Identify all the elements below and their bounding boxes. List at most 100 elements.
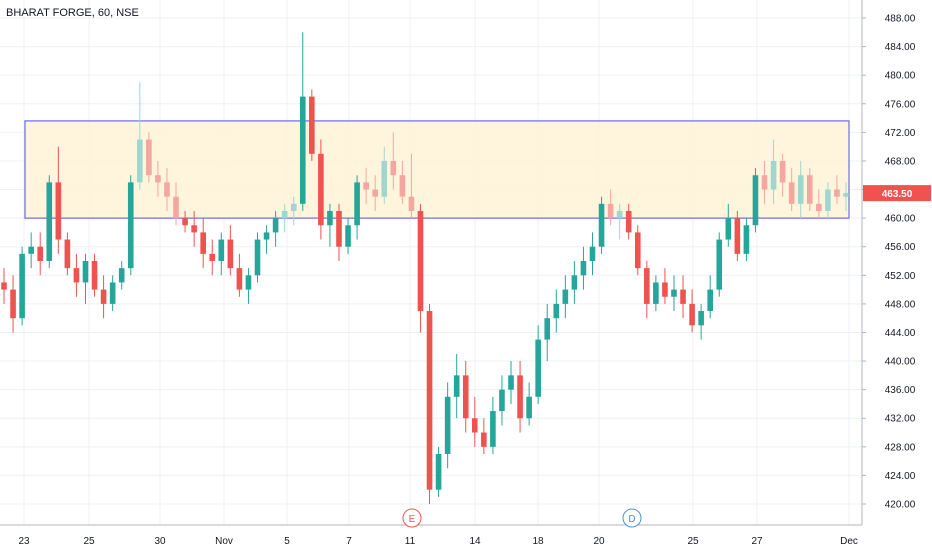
candle — [299, 32, 306, 211]
candle — [354, 175, 360, 240]
candle-body — [680, 289, 686, 304]
candle-body — [834, 189, 840, 197]
candle-body — [336, 210, 342, 247]
candle-body — [508, 375, 514, 390]
candle — [399, 160, 406, 204]
candle-body — [653, 282, 659, 304]
candle-body — [345, 225, 351, 247]
last-price-label: 463.50 — [882, 189, 913, 200]
candle-body — [236, 268, 243, 290]
candle-body — [173, 196, 179, 219]
candle — [37, 232, 44, 276]
candle — [761, 160, 768, 204]
x-tick-label: 25 — [83, 536, 95, 547]
candle-body — [743, 225, 750, 254]
candle — [381, 146, 388, 204]
candle-body — [517, 375, 523, 419]
candle — [544, 303, 551, 362]
candle-body — [490, 411, 496, 447]
candle — [471, 396, 478, 447]
earnings-marker-label: E — [409, 514, 416, 525]
x-tick-label: 25 — [687, 536, 699, 547]
candle-body — [327, 210, 333, 226]
candle — [517, 361, 523, 433]
candle — [200, 218, 206, 269]
candle-body — [698, 311, 704, 326]
candle-body — [354, 182, 360, 226]
candle — [272, 210, 279, 247]
candle — [19, 246, 25, 326]
candle-body — [725, 218, 732, 240]
last-price-badge[interactable]: 463.50 — [863, 185, 931, 202]
earnings-marker-circle — [402, 508, 422, 528]
candle — [562, 275, 569, 319]
candle — [118, 261, 125, 290]
candle — [408, 153, 415, 219]
candle — [318, 139, 324, 240]
candle-body — [182, 218, 188, 226]
candle — [644, 261, 650, 319]
candle — [589, 232, 596, 276]
candle-body — [209, 253, 216, 261]
y-tick-label: 452.00 — [885, 271, 916, 282]
candle — [182, 210, 188, 233]
dividend-marker[interactable]: D — [622, 508, 642, 528]
candle — [481, 418, 487, 454]
candle-body — [761, 175, 768, 190]
candle — [634, 225, 641, 276]
candle-body — [309, 96, 315, 154]
candle-body — [19, 253, 25, 319]
y-tick-label: 484.00 — [885, 42, 916, 53]
candle — [788, 168, 795, 211]
candle-body — [155, 175, 161, 183]
candle — [444, 382, 451, 469]
axes — [0, 0, 863, 526]
x-tick-label: 14 — [469, 536, 481, 547]
x-tick-label: Nov — [215, 536, 233, 547]
candle — [453, 353, 460, 419]
candle — [806, 168, 813, 211]
x-axis-ticks: 23 25 30 Nov 5 7 11 14 18 20 25 27 Dec — [18, 536, 857, 547]
candle — [155, 160, 161, 197]
candle-body — [526, 396, 532, 419]
candle — [426, 303, 433, 504]
candle-body — [272, 218, 279, 233]
candle-body — [770, 160, 777, 190]
candle — [716, 232, 723, 297]
earnings-marker[interactable]: E — [402, 508, 422, 528]
candle-body — [571, 275, 578, 290]
candle-body — [562, 289, 569, 304]
dividend-marker-label: D — [628, 514, 635, 525]
candle-body — [580, 261, 587, 276]
candle-body — [788, 182, 795, 204]
candle-body — [73, 268, 80, 283]
candle-body — [816, 203, 822, 211]
candle-body — [55, 182, 62, 240]
candle-body — [752, 175, 759, 226]
candle-body — [417, 210, 424, 312]
candle-body — [825, 189, 831, 211]
candle — [843, 182, 849, 211]
candle-body — [227, 239, 234, 269]
candle-body — [363, 182, 369, 190]
x-tick-label: 5 — [284, 536, 290, 547]
candle-body — [444, 396, 451, 454]
y-tick-label: 480.00 — [885, 71, 916, 82]
candle-body — [82, 261, 89, 283]
candle — [571, 261, 578, 304]
candle — [91, 253, 98, 297]
candle — [55, 146, 62, 254]
candle-body — [589, 246, 596, 261]
y-tick-label: 444.00 — [885, 328, 916, 339]
candle-body — [64, 239, 71, 269]
candle-body — [100, 289, 107, 304]
candle — [680, 275, 686, 319]
candle — [553, 289, 560, 333]
x-tick-label: 18 — [532, 536, 544, 547]
candle-body — [109, 282, 116, 304]
y-tick-label: 428.00 — [885, 442, 916, 453]
candle-body — [544, 318, 551, 340]
candle — [136, 82, 143, 190]
